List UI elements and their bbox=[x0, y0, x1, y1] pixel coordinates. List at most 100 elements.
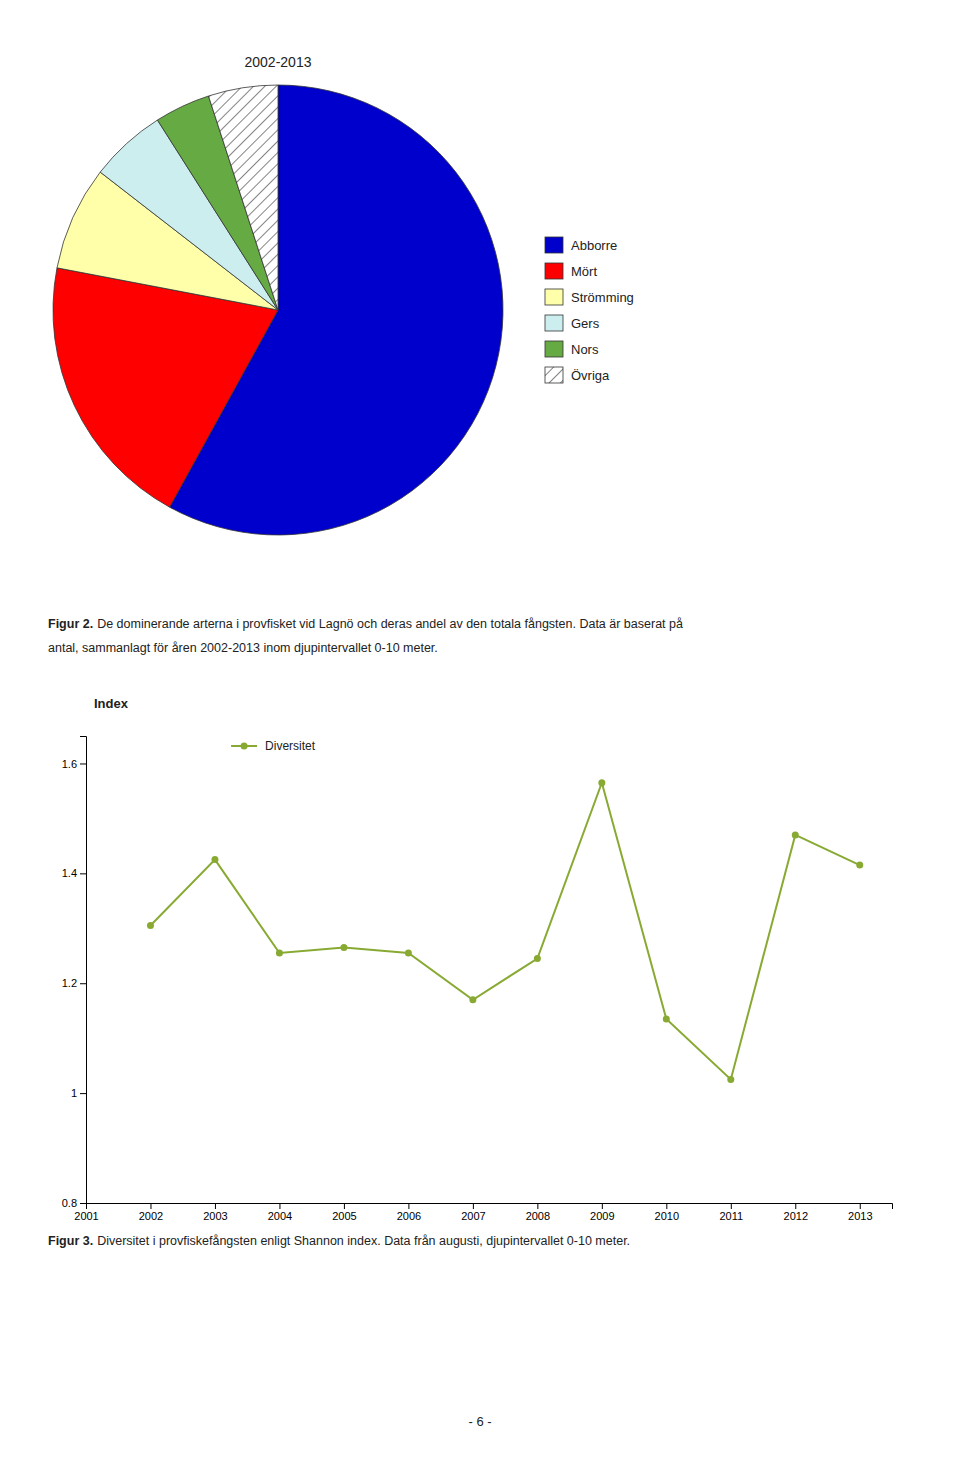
tick-mark bbox=[150, 1203, 151, 1209]
tick: 2007 bbox=[461, 1203, 485, 1222]
chart-title: 2002-2013 bbox=[245, 54, 312, 70]
legend-swatch bbox=[545, 367, 563, 383]
legend-item: Abborre bbox=[545, 237, 617, 253]
axis-title: Index bbox=[94, 696, 129, 711]
legend-swatch bbox=[545, 237, 563, 253]
legend-label: Nors bbox=[571, 342, 599, 357]
series-line bbox=[150, 783, 859, 1080]
tick: 1.6 bbox=[62, 757, 86, 769]
legend-item: Strömming bbox=[545, 289, 634, 305]
series-point bbox=[598, 779, 605, 786]
legend-item: Mört bbox=[545, 263, 597, 279]
caption: Figur 3. Diversitet i provfiskefångsten e… bbox=[48, 1234, 630, 1248]
tick: 2008 bbox=[526, 1203, 550, 1222]
legend-label: Diversitet bbox=[265, 739, 316, 753]
tick-label: 2007 bbox=[461, 1210, 485, 1222]
legend-item: Gers bbox=[545, 315, 600, 331]
page: 2002-2013 Abborre Mört Strömming Gers Nors Övr… bbox=[0, 0, 960, 1458]
tick-mark bbox=[80, 1093, 86, 1094]
tick: 2003 bbox=[203, 1203, 227, 1222]
tick-label: 1.2 bbox=[62, 977, 77, 989]
series-point bbox=[856, 862, 863, 869]
tick-label: 2005 bbox=[332, 1210, 356, 1222]
tick: 2005 bbox=[332, 1203, 356, 1222]
tick-label: 2013 bbox=[848, 1210, 872, 1222]
tick-mark bbox=[80, 1203, 86, 1204]
tick: 2002 bbox=[139, 1203, 163, 1222]
page-number: - 6 - bbox=[468, 1414, 491, 1429]
legend-label: Gers bbox=[571, 316, 600, 331]
series-point bbox=[211, 856, 218, 863]
tick: 2004 bbox=[268, 1203, 292, 1222]
tick: 0.8 bbox=[62, 1197, 86, 1209]
legend-label: Mört bbox=[571, 264, 597, 279]
legend-label: Abborre bbox=[571, 238, 617, 253]
pie-slice bbox=[208, 85, 278, 310]
tick-mark bbox=[80, 983, 86, 984]
y-axis: 0.8 1 1.2 1.4 1.6 bbox=[62, 737, 87, 1210]
legend-swatch bbox=[545, 289, 563, 305]
tick-label: 2001 bbox=[74, 1210, 98, 1222]
tick-label: 2009 bbox=[590, 1210, 614, 1222]
tick-label: 2008 bbox=[526, 1210, 550, 1222]
legend: Diversitet bbox=[231, 739, 316, 753]
tick: 2011 bbox=[719, 1203, 743, 1222]
series-point bbox=[405, 950, 412, 957]
tick: 1.2 bbox=[62, 977, 86, 989]
tick: 2010 bbox=[655, 1203, 679, 1222]
caption-label: Figur 3. bbox=[48, 1234, 93, 1248]
tick-mark bbox=[473, 1203, 474, 1209]
legend-item: Nors bbox=[545, 341, 599, 357]
tick-label: 2011 bbox=[719, 1210, 743, 1222]
legend-swatch bbox=[545, 315, 563, 331]
tick-mark bbox=[279, 1203, 280, 1209]
tick-mark bbox=[795, 1203, 796, 1209]
tick-mark bbox=[80, 763, 86, 764]
tick-mark bbox=[731, 1203, 732, 1209]
caption: Figur 2.De dominerande arterna i provfis… bbox=[48, 617, 683, 631]
tick-label: 1.4 bbox=[62, 867, 77, 879]
pie bbox=[53, 85, 503, 535]
legend-item: Övriga bbox=[545, 367, 610, 383]
tick-mark bbox=[860, 1203, 861, 1209]
series-point bbox=[276, 950, 283, 957]
legend-label: Strömming bbox=[571, 290, 634, 305]
tick-mark bbox=[215, 1203, 216, 1209]
tick: 2013 bbox=[848, 1203, 872, 1222]
series-point bbox=[663, 1015, 670, 1022]
tick-mark bbox=[344, 1203, 345, 1209]
series-point bbox=[792, 831, 799, 838]
plot-area bbox=[147, 779, 863, 1083]
caption-text: antal, sammanlagt för åren 2002-2013 ino… bbox=[48, 641, 438, 655]
tick: 2009 bbox=[590, 1203, 614, 1222]
tick: 2001 bbox=[74, 1203, 98, 1222]
series-point bbox=[727, 1076, 734, 1083]
legend-marker bbox=[241, 743, 248, 750]
series-point bbox=[469, 996, 476, 1003]
series-point bbox=[147, 922, 154, 929]
x-axis: 2001 2002 2003 2004 2005 2006 2007 2008 2009 2010… bbox=[74, 1203, 892, 1222]
tick: 2012 bbox=[784, 1203, 808, 1222]
tick-mark bbox=[537, 1203, 538, 1209]
tick-label: 1.6 bbox=[62, 757, 77, 769]
tick-mark bbox=[408, 1203, 409, 1209]
tick-label: 2004 bbox=[268, 1210, 292, 1222]
tick-label: 2012 bbox=[784, 1210, 808, 1222]
caption-label: Figur 2. bbox=[48, 617, 93, 631]
series-point bbox=[340, 944, 347, 951]
tick: 1.4 bbox=[62, 867, 86, 879]
legend-swatch bbox=[545, 341, 563, 357]
tick-mark bbox=[666, 1203, 667, 1209]
tick-label: 2002 bbox=[139, 1210, 163, 1222]
tick-mark bbox=[602, 1203, 603, 1209]
tick-mark bbox=[80, 873, 86, 874]
legend-item: Diversitet bbox=[231, 739, 316, 753]
series-point bbox=[534, 955, 541, 962]
tick-label: 1 bbox=[71, 1087, 77, 1099]
tick-label: 2010 bbox=[655, 1210, 679, 1222]
axis-line bbox=[80, 737, 87, 1204]
legend-swatch bbox=[545, 263, 563, 279]
tick: 2006 bbox=[397, 1203, 421, 1222]
tick-label: 2003 bbox=[203, 1210, 227, 1222]
caption-text: Diversitet i provfiskefångsten enligt Sh… bbox=[97, 1234, 630, 1248]
